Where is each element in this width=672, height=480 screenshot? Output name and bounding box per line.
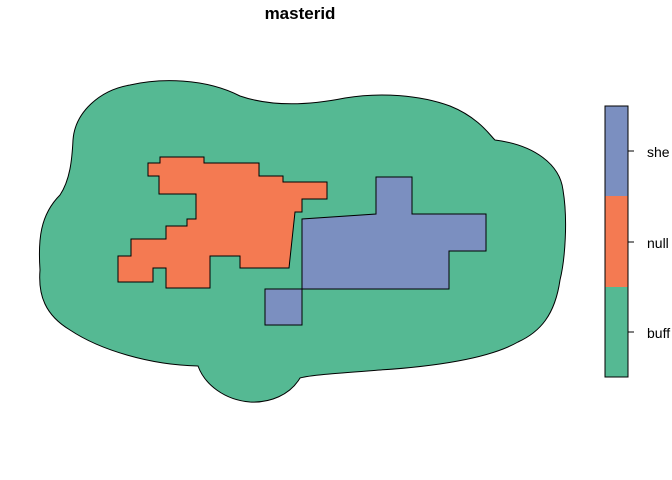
region-null[interactable] xyxy=(117,156,328,289)
region-she[interactable] xyxy=(301,176,487,290)
legend-label-buff: buff xyxy=(647,325,670,341)
legend-label-she: she xyxy=(647,144,670,160)
legend-label-null: null xyxy=(647,235,669,251)
legend: she null buff xyxy=(604,105,670,378)
legend-swatch-she xyxy=(605,106,628,196)
region-she-square[interactable] xyxy=(264,288,303,326)
legend-swatch-null xyxy=(605,196,628,287)
legend-swatch-buff xyxy=(605,287,628,377)
map-title: masterid xyxy=(264,4,336,23)
